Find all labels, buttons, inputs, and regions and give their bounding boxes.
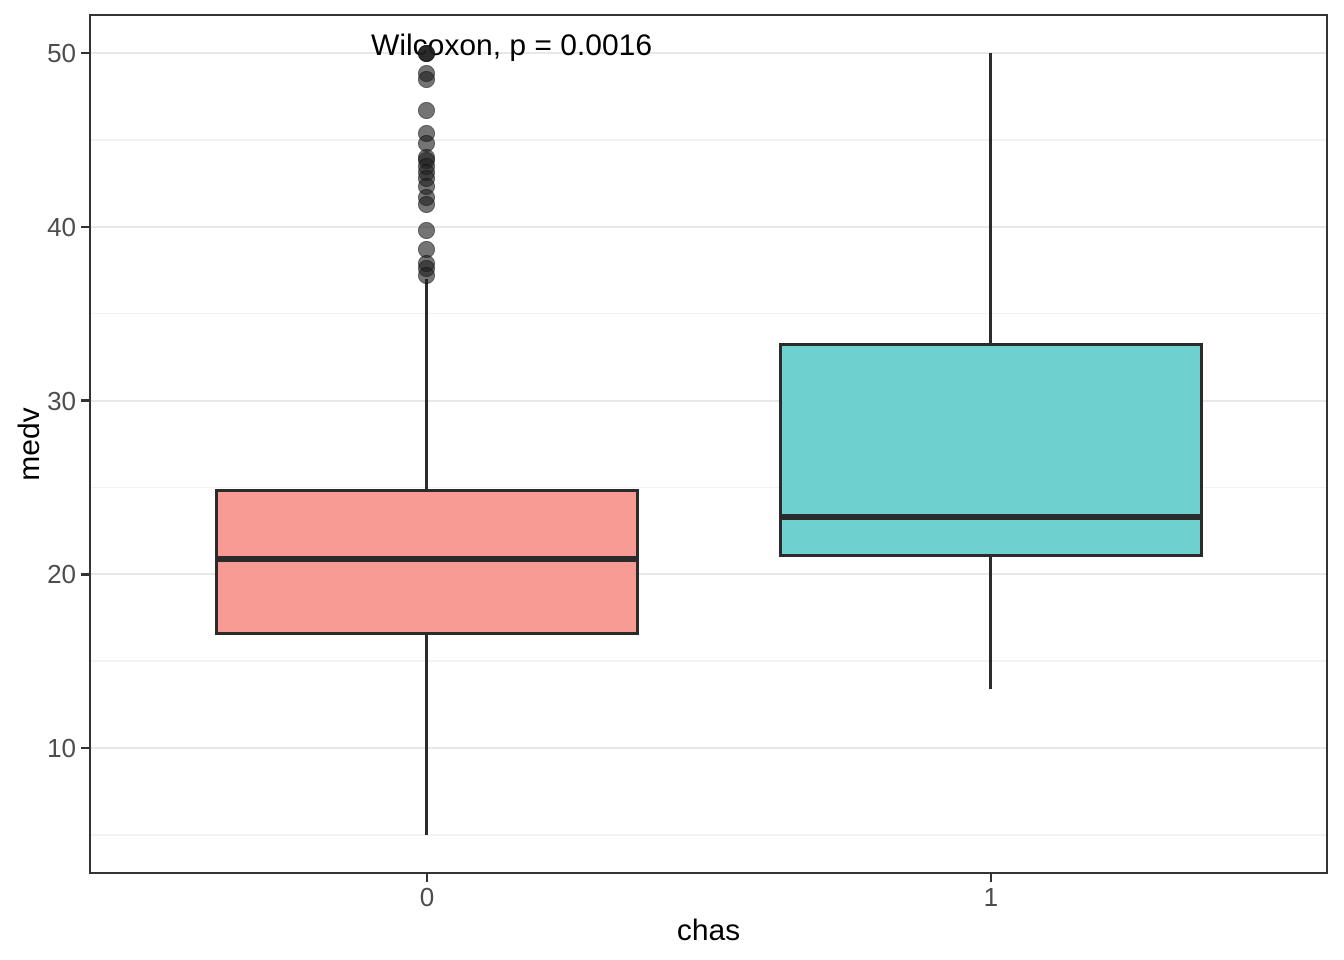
outlier-point [418, 44, 436, 62]
outlier-point [418, 101, 436, 119]
upper-whisker [425, 278, 429, 491]
x-tick-label: 1 [983, 882, 999, 912]
outlier-point [418, 221, 436, 239]
x-tick-mark [425, 874, 429, 882]
y-tick-mark [81, 225, 89, 229]
gridline-minor [89, 486, 1328, 489]
y-tick-label: 50 [47, 38, 76, 69]
box-1 [778, 343, 1203, 557]
outlier-point [418, 266, 436, 284]
median-line [215, 555, 639, 562]
y-tick-label: 30 [47, 385, 76, 416]
gridline-minor [89, 139, 1328, 141]
box-0 [215, 489, 639, 635]
x-tick-mark [989, 874, 993, 882]
gridline-major [89, 573, 1328, 576]
plot-panel [89, 14, 1328, 874]
x-axis-title: chas [676, 914, 741, 947]
lower-whisker [989, 555, 993, 689]
y-tick-mark [81, 746, 89, 750]
gridline-major [89, 399, 1328, 402]
y-tick-mark [81, 399, 89, 402]
gridline-major [89, 747, 1328, 750]
y-tick-label: 20 [47, 559, 76, 590]
median-line [778, 513, 1203, 520]
outlier-point [418, 195, 436, 213]
outlier-point [418, 70, 436, 88]
gridline-major [89, 52, 1328, 55]
y-tick-mark [81, 51, 89, 55]
gridline-minor [89, 312, 1328, 315]
gridline-minor [89, 660, 1328, 662]
y-tick-label: 40 [47, 211, 76, 242]
gridline-major [89, 225, 1328, 228]
stat-test-annotation: Wilcoxon, p = 0.0016 [371, 29, 653, 62]
y-axis-title: medv [13, 407, 46, 481]
upper-whisker [989, 53, 993, 345]
lower-whisker [425, 633, 429, 835]
y-tick-mark [81, 573, 89, 576]
x-tick-label: 0 [419, 882, 435, 912]
y-tick-label: 10 [47, 733, 76, 764]
gridline-minor [89, 834, 1328, 836]
